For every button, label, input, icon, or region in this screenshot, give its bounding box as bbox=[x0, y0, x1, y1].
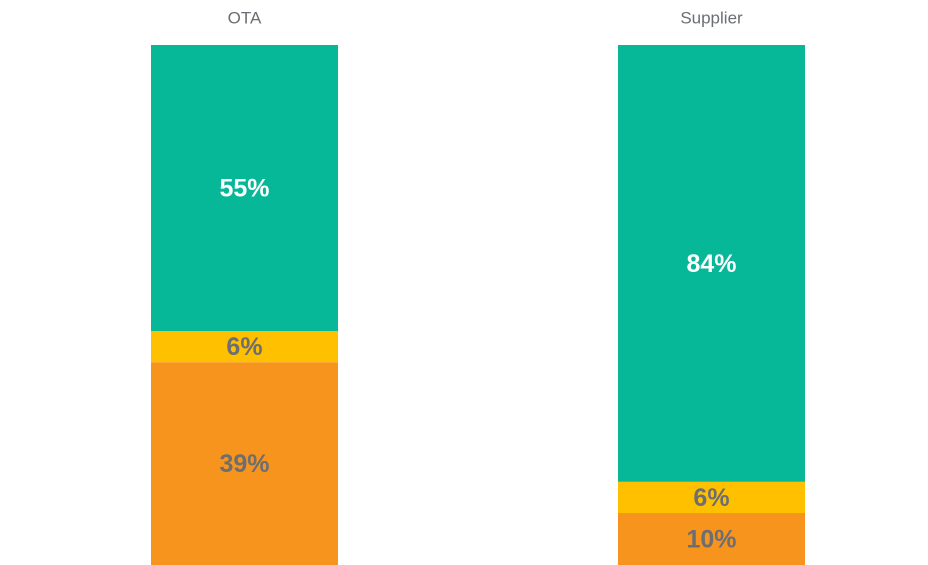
bar-segment bbox=[618, 481, 805, 513]
value-label: 10% bbox=[686, 526, 736, 554]
category-label: OTA bbox=[228, 8, 262, 27]
value-label: 84% bbox=[686, 250, 736, 278]
bar-segment bbox=[151, 362, 338, 565]
bar-segment bbox=[618, 513, 805, 565]
bar-segment bbox=[151, 331, 338, 363]
value-label: 39% bbox=[219, 450, 269, 478]
category-label: Supplier bbox=[680, 8, 743, 27]
value-label: 6% bbox=[693, 484, 729, 512]
value-label: 6% bbox=[226, 333, 262, 361]
bar-segment bbox=[618, 45, 805, 482]
bar-segment bbox=[151, 45, 338, 331]
value-label: 55% bbox=[219, 175, 269, 203]
